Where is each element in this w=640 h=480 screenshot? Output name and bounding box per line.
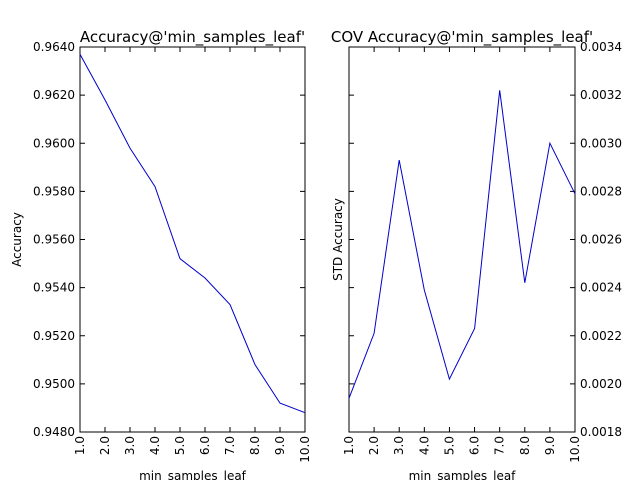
x-axis-label: min_samples_leaf — [409, 469, 517, 480]
y-tick-label: 0.9500 — [33, 377, 75, 391]
x-tick-label: 10.0 — [568, 436, 582, 463]
x-tick-label: 4.0 — [417, 436, 431, 455]
x-tick-label: 8.0 — [248, 436, 262, 455]
series-line — [79, 53, 306, 414]
y-tick-label: 0.9620 — [33, 88, 75, 102]
y-tick-label: 0.0034 — [580, 40, 622, 54]
chart-title: Accuracy@'min_samples_leaf' — [80, 28, 305, 47]
x-tick-label: 6.0 — [468, 436, 482, 455]
y-axis-label: Accuracy — [10, 212, 24, 267]
x-tick-label: 2.0 — [367, 436, 381, 455]
x-tick-label: 2.0 — [98, 436, 112, 455]
y-tick-label: 0.0024 — [580, 281, 622, 295]
y-tick-label: 0.0022 — [580, 329, 622, 343]
y-tick-label: 0.9580 — [33, 184, 75, 198]
y-tick-label: 0.0018 — [580, 425, 622, 439]
y-axis-label: STD Accuracy — [331, 198, 345, 281]
x-tick-label: 9.0 — [273, 436, 287, 455]
axes-frame — [79, 46, 306, 433]
y-tick-label: 0.0028 — [580, 184, 622, 198]
x-tick-label: 7.0 — [493, 436, 507, 455]
x-tick-label: 6.0 — [198, 436, 212, 455]
y-tick-label: 0.9640 — [33, 40, 75, 54]
x-tick-label: 5.0 — [442, 436, 456, 455]
y-tick-label: 0.9480 — [33, 425, 75, 439]
x-tick-label: 1.0 — [73, 436, 87, 455]
y-tick-label: 0.9560 — [33, 233, 75, 247]
x-tick-label: 3.0 — [392, 436, 406, 455]
x-tick-label: 5.0 — [173, 436, 187, 455]
x-tick-label: 7.0 — [223, 436, 237, 455]
y-tick-label: 0.9600 — [33, 136, 75, 150]
x-tick-label: 10.0 — [298, 436, 312, 463]
chart-panel-1: Accuracy@'min_samples_leaf' 0.9480 0.9500 0… — [10, 28, 312, 480]
x-tick-label: 8.0 — [518, 436, 532, 455]
x-tick-label: 4.0 — [148, 436, 162, 455]
y-tick-label: 0.0030 — [580, 136, 622, 150]
series-line — [348, 90, 576, 399]
chart-title: COV Accuracy@'min_samples_leaf' — [331, 28, 593, 47]
y-tick-label: 0.9540 — [33, 281, 75, 295]
y-tick-label: 0.0032 — [580, 88, 622, 102]
chart-panel-2: COV Accuracy@'min_samples_leaf' 0.0018 0.0… — [331, 28, 622, 480]
y-tick-label: 0.0020 — [580, 377, 622, 391]
axes-frame — [348, 46, 576, 433]
x-tick-label: 1.0 — [342, 436, 356, 455]
x-tick-label: 3.0 — [123, 436, 137, 455]
x-axis-label: min_samples_leaf — [139, 469, 247, 480]
y-tick-label: 0.9520 — [33, 329, 75, 343]
x-tick-label: 9.0 — [543, 436, 557, 455]
y-tick-label: 0.0026 — [580, 233, 622, 247]
